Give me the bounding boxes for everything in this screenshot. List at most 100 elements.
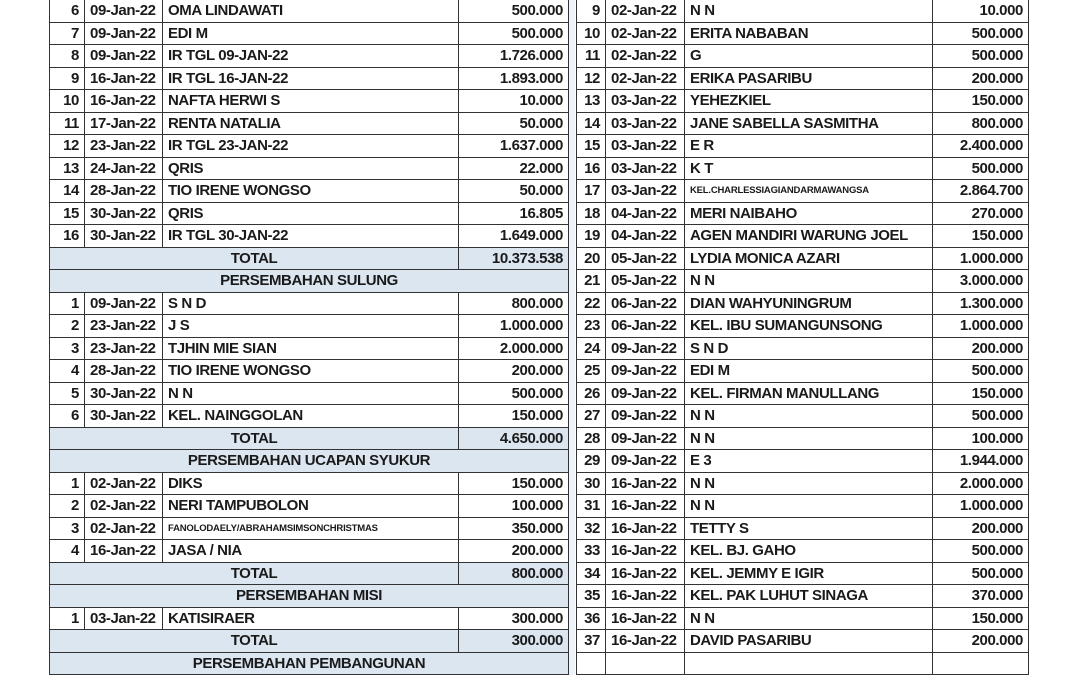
donor-name: EDI M — [684, 359, 933, 383]
row-number: 12 — [576, 66, 606, 90]
table-row: 15 30-Jan-22 QRIS 16.805 — [49, 201, 569, 225]
row-number: 3 — [49, 516, 85, 540]
amount: 200.000 — [458, 539, 569, 563]
table-row: 13 24-Jan-22 QRIS 22.000 — [49, 156, 569, 180]
row-date: 03-Jan-22 — [605, 89, 685, 113]
total-row: TOTAL 800.000 — [49, 561, 569, 585]
row-date: 28-Jan-22 — [84, 179, 163, 203]
donor-name: J S — [162, 314, 459, 338]
row-number: 15 — [49, 201, 85, 225]
donor-name — [684, 651, 933, 675]
row-date: 30-Jan-22 — [84, 201, 163, 225]
row-date: 02-Jan-22 — [605, 0, 685, 23]
table-row: 1 02-Jan-22 DIKS 150.000 — [49, 471, 569, 495]
total-label: TOTAL — [49, 561, 459, 585]
donor-name: KEL. PAK LUHUT SINAGA — [684, 584, 933, 608]
table-row: 14 28-Jan-22 TIO IRENE WONGSO 50.000 — [49, 179, 569, 203]
amount: 50.000 — [458, 179, 569, 203]
section-header-row: PERSEMBAHAN UCAPAN SYUKUR — [49, 449, 569, 473]
amount: 150.000 — [932, 381, 1029, 405]
row-number: 11 — [576, 44, 606, 68]
row-number: 2 — [49, 314, 85, 338]
amount: 150.000 — [458, 404, 569, 428]
table-row: 30 16-Jan-22 N N 2.000.000 — [576, 471, 1029, 495]
row-number: 14 — [576, 111, 606, 135]
row-number: 20 — [576, 246, 606, 270]
row-number: 36 — [576, 606, 606, 630]
donor-name: LYDIA MONICA AZARI — [684, 246, 933, 270]
row-number: 35 — [576, 584, 606, 608]
row-date: 09-Jan-22 — [84, 21, 163, 45]
row-number: 6 — [49, 0, 85, 23]
amount: 150.000 — [932, 606, 1029, 630]
row-number: 13 — [49, 156, 85, 180]
table-row: 10 02-Jan-22 ERITA NABABAN 500.000 — [576, 21, 1029, 45]
table-row: 6 09-Jan-22 OMA LINDAWATI 500.000 — [49, 0, 569, 23]
table-row: 17 03-Jan-22 KEL.CHARLESSIAGIANDARMAWANGSA… — [576, 179, 1029, 203]
table-row: 16 03-Jan-22 K T 500.000 — [576, 156, 1029, 180]
donor-name: NERI TAMPUBOLON — [162, 494, 459, 518]
row-date: 16-Jan-22 — [84, 89, 163, 113]
section-header-row: PERSEMBAHAN MISI — [49, 584, 569, 608]
row-date: 03-Jan-22 — [605, 134, 685, 158]
total-amount: 800.000 — [458, 561, 569, 585]
table-row: 14 03-Jan-22 JANE SABELLA SASMITHA 800.000 — [576, 111, 1029, 135]
row-date: 02-Jan-22 — [605, 44, 685, 68]
row-date: 16-Jan-22 — [605, 606, 685, 630]
row-number: 7 — [49, 21, 85, 45]
donor-name: OMA LINDAWATI — [162, 0, 459, 23]
row-number: 2 — [49, 494, 85, 518]
row-number: 21 — [576, 269, 606, 293]
row-date: 02-Jan-22 — [84, 494, 163, 518]
row-number: 16 — [49, 224, 85, 248]
total-label: TOTAL — [49, 426, 459, 450]
amount: 200.000 — [458, 359, 569, 383]
row-date: 09-Jan-22 — [605, 449, 685, 473]
donor-name: DIAN WAHYUNINGRUM — [684, 291, 933, 315]
row-date: 16-Jan-22 — [605, 539, 685, 563]
total-amount: 300.000 — [458, 629, 569, 653]
amount: 270.000 — [932, 201, 1029, 225]
donor-name: N N — [684, 269, 933, 293]
row-date: 06-Jan-22 — [605, 291, 685, 315]
amount: 100.000 — [458, 494, 569, 518]
row-number: 25 — [576, 359, 606, 383]
table-row: 13 03-Jan-22 YEHEZKIEL 150.000 — [576, 89, 1029, 113]
table-row: 3 02-Jan-22 FANOLODAELY/ABRAHAMSIMSONCHRIS… — [49, 516, 569, 540]
row-date: 04-Jan-22 — [605, 224, 685, 248]
row-date: 16-Jan-22 — [84, 66, 163, 90]
row-date: 16-Jan-22 — [605, 494, 685, 518]
row-date: 30-Jan-22 — [84, 404, 163, 428]
left-offering-table: 6 09-Jan-22 OMA LINDAWATI 500.000 7 09-Jan-22… — [49, 0, 569, 675]
row-number: 34 — [576, 561, 606, 585]
amount: 16.805 — [458, 201, 569, 225]
donor-name: IR TGL 23-JAN-22 — [162, 134, 459, 158]
table-row: 27 09-Jan-22 N N 500.000 — [576, 404, 1029, 428]
row-number: 22 — [576, 291, 606, 315]
amount: 200.000 — [932, 66, 1029, 90]
table-row: 33 16-Jan-22 KEL. BJ. GAHO 500.000 — [576, 539, 1029, 563]
row-date: 02-Jan-22 — [84, 516, 163, 540]
donor-name: ERIKA PASARIBU — [684, 66, 933, 90]
donor-name: TJHIN MIE SIAN — [162, 336, 459, 360]
donor-name: N N — [684, 494, 933, 518]
total-row: TOTAL 10.373.538 — [49, 246, 569, 270]
row-number: 19 — [576, 224, 606, 248]
table-row: 9 16-Jan-22 IR TGL 16-JAN-22 1.893.000 — [49, 66, 569, 90]
row-date: 16-Jan-22 — [84, 539, 163, 563]
row-date: 23-Jan-22 — [84, 314, 163, 338]
amount: 1.000.000 — [458, 314, 569, 338]
row-date: 09-Jan-22 — [605, 336, 685, 360]
row-date: 02-Jan-22 — [84, 471, 163, 495]
amount: 1.726.000 — [458, 44, 569, 68]
donor-name: KEL. BJ. GAHO — [684, 539, 933, 563]
row-number: 17 — [576, 179, 606, 203]
row-date: 04-Jan-22 — [605, 201, 685, 225]
amount: 800.000 — [458, 291, 569, 315]
row-date: 23-Jan-22 — [84, 336, 163, 360]
row-number: 9 — [49, 66, 85, 90]
donor-name: QRIS — [162, 201, 459, 225]
row-number: 12 — [49, 134, 85, 158]
table-row: 26 09-Jan-22 KEL. FIRMAN MANULLANG 150.000 — [576, 381, 1029, 405]
amount: 100.000 — [932, 426, 1029, 450]
